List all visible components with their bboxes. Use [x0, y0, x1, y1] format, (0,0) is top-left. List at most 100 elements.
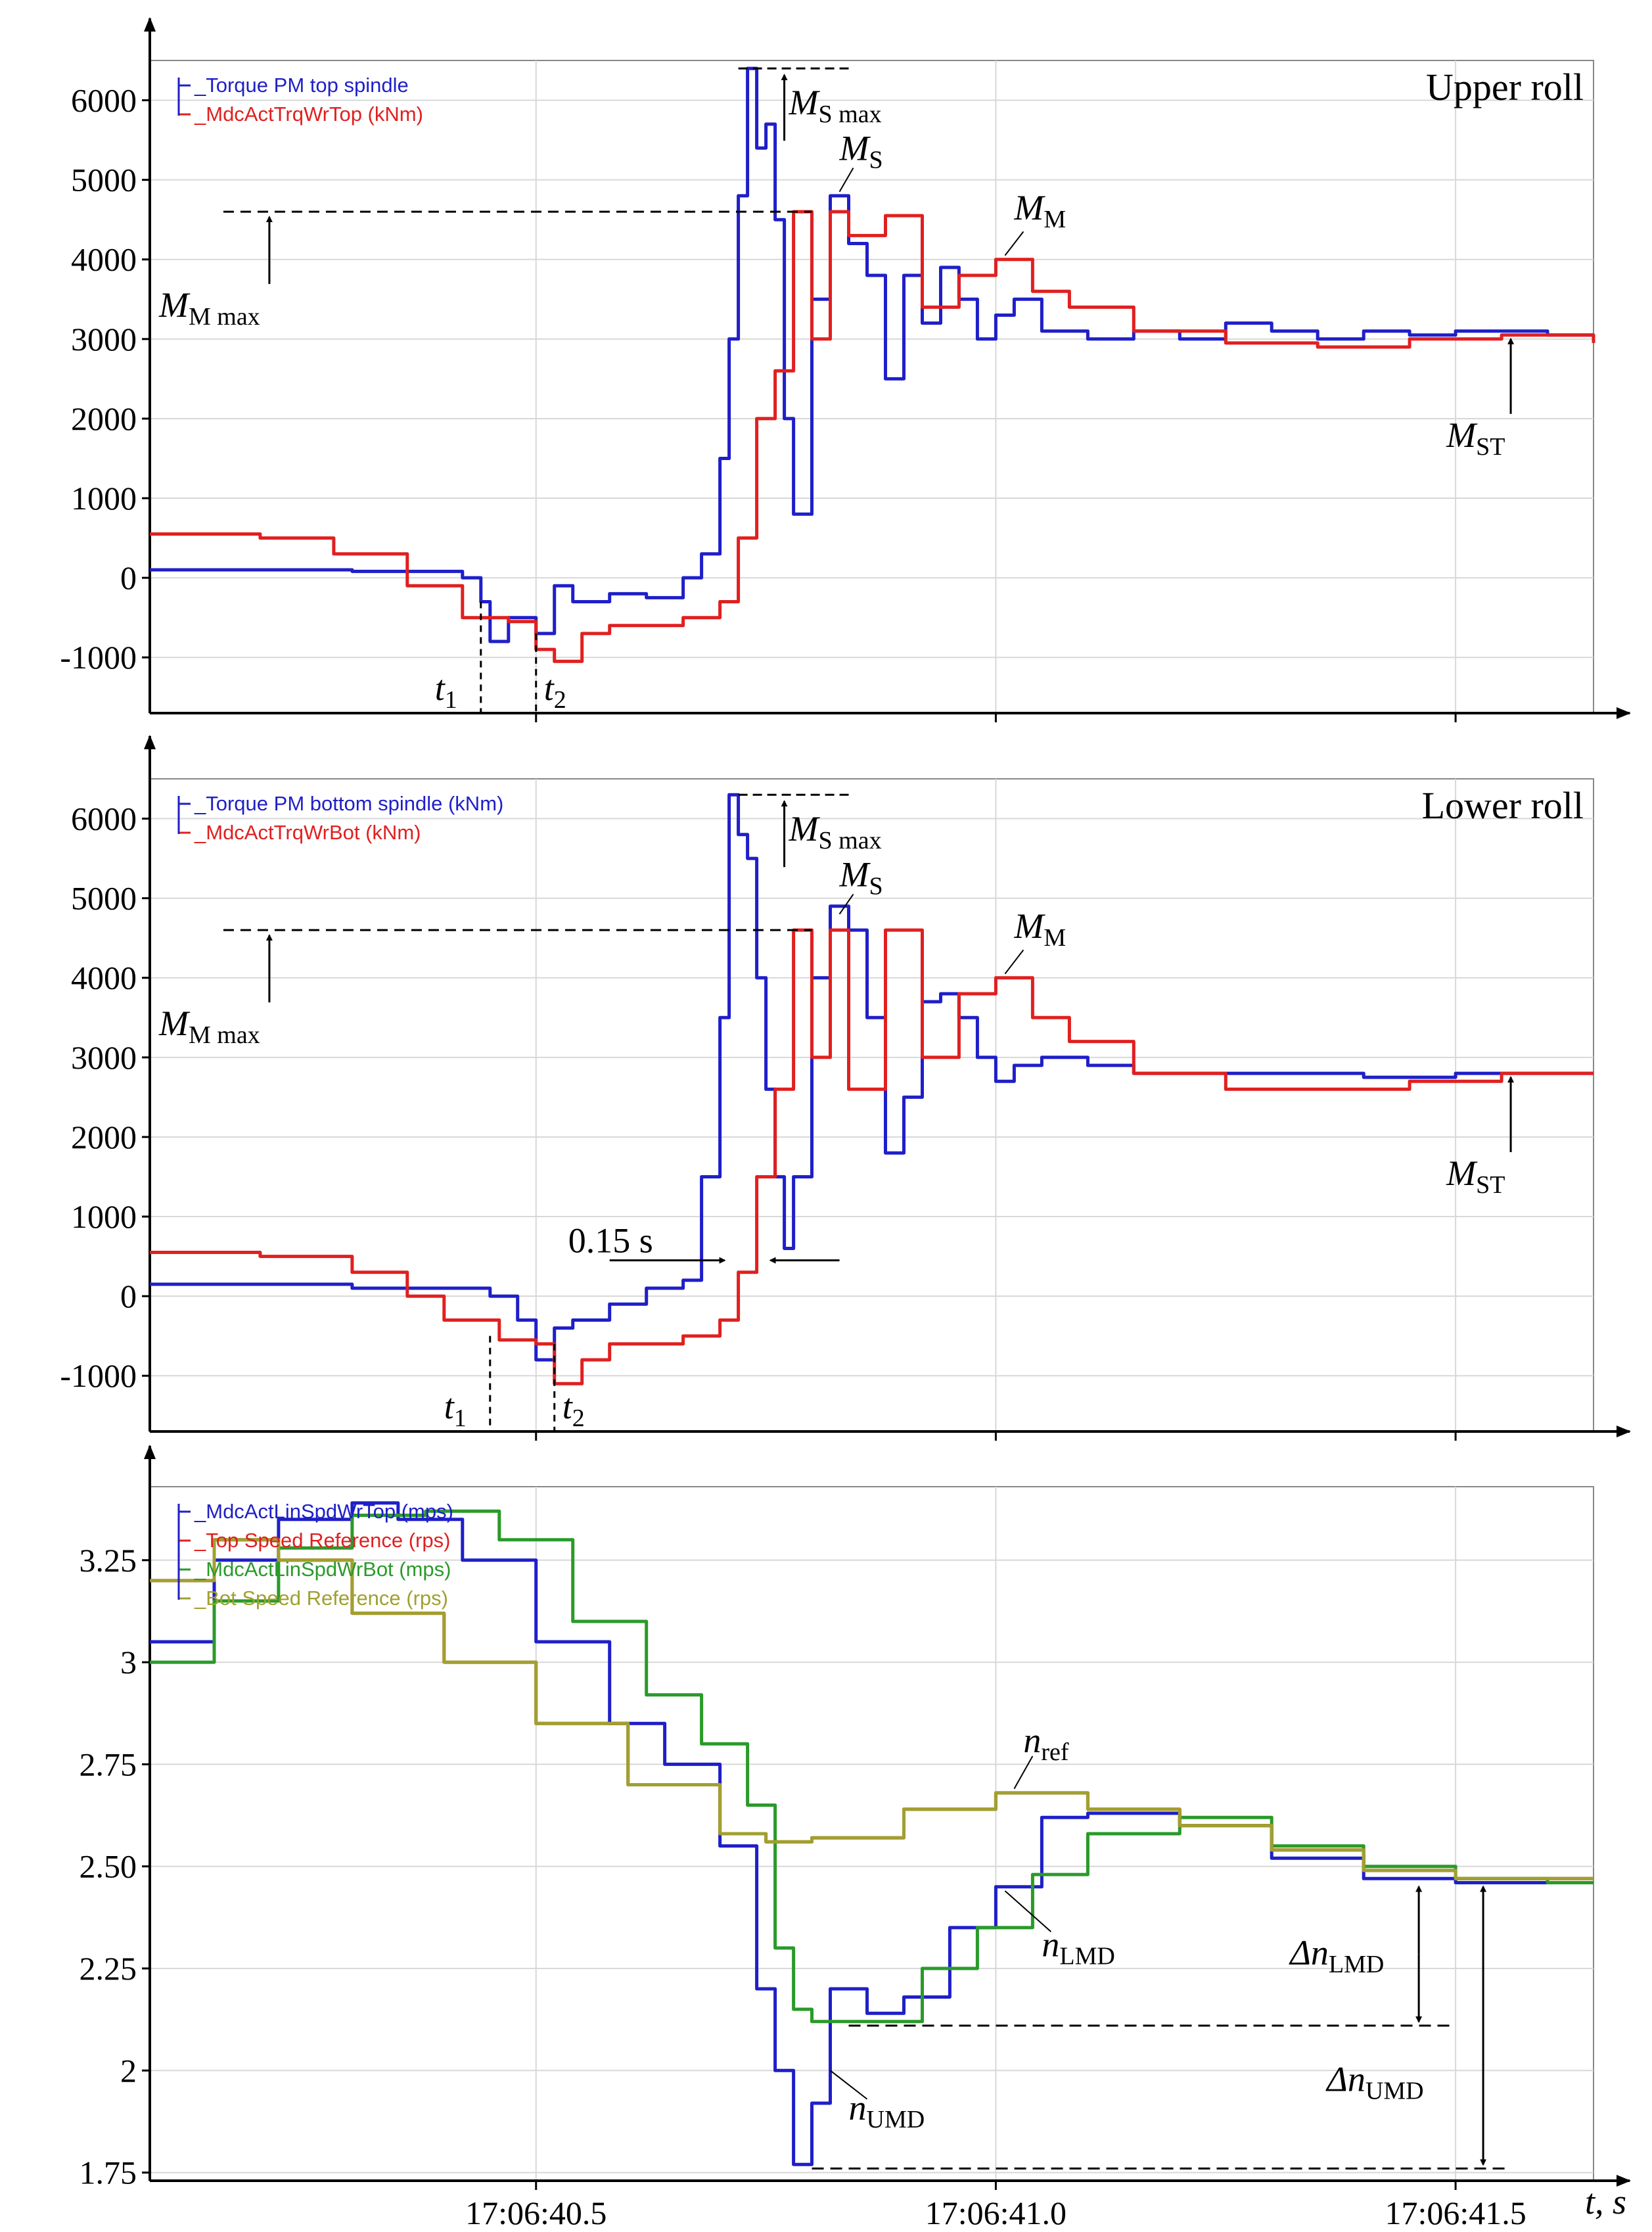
ms-max-label: MS max — [789, 83, 882, 128]
mm-max-label-main: M — [158, 285, 191, 325]
ms-max-label-sub: S max — [819, 101, 882, 128]
mm-label-sub: M — [1044, 206, 1066, 233]
mm-pointer — [1004, 949, 1024, 975]
mst-label: MST — [1446, 415, 1505, 461]
mm-label-main: M — [1013, 188, 1045, 227]
delay-label: 0.15 s — [568, 1221, 653, 1261]
y-tick-label: 1.75 — [80, 2154, 137, 2191]
dn-lmd-label-sub: LMD — [1329, 1951, 1384, 1978]
numd-label-sub: UMD — [867, 2106, 925, 2133]
ms-max-label-main: M — [789, 83, 821, 122]
mm-label-main: M — [1013, 906, 1045, 946]
legend-entry: _MdcActTrqWrTop (kNm) — [194, 103, 423, 126]
y-tick-label: -1000 — [60, 1357, 137, 1394]
plot-frame — [149, 778, 1594, 1432]
mm-label-sub: M — [1044, 924, 1066, 952]
y-tick-label: -1000 — [60, 639, 137, 676]
x-tick-label: 17:06:41.5 — [1385, 2195, 1526, 2231]
mst-label-main: M — [1446, 1153, 1478, 1193]
panel-title: Upper roll — [1426, 66, 1584, 108]
legend-entry: _MdcActTrqWrBot (kNm) — [194, 821, 421, 844]
t2-label: t2 — [562, 1387, 585, 1432]
y-tick-label: 2000 — [71, 1119, 137, 1155]
y-tick-label: 3 — [120, 1644, 137, 1681]
mm-label: MM — [1013, 188, 1066, 233]
t2-label-sub: 2 — [554, 686, 566, 714]
y-tick-label: 5000 — [71, 880, 137, 917]
dn-lmd-label-main: Δn — [1289, 1933, 1329, 1972]
mm-pointer — [1004, 231, 1024, 256]
y-tick-label: 1000 — [71, 1198, 137, 1235]
y-tick-label: 6000 — [71, 82, 137, 119]
y-tick-label: 0 — [120, 559, 137, 596]
y-tick-label: 2.50 — [80, 1848, 137, 1885]
t2-label-main: t — [562, 1387, 574, 1426]
mst-label-sub: ST — [1476, 1171, 1505, 1199]
y-tick-label: 2.75 — [80, 1746, 137, 1782]
ms-max-label-sub: S max — [819, 827, 882, 854]
y-tick-label: 0 — [120, 1278, 137, 1314]
y-tick-label: 3000 — [71, 1039, 137, 1076]
ms-label-sub: S — [869, 872, 883, 900]
dn-lmd-label: ΔnLMD — [1289, 1933, 1384, 1978]
legend-entry: _MdcActLinSpdWrTop (mps) — [194, 1500, 453, 1523]
t2-label: t2 — [544, 668, 566, 714]
t1-label-sub: 1 — [445, 686, 457, 714]
t2-label-main: t — [544, 668, 555, 708]
legend-entry: _MdcActLinSpdWrBot (mps) — [194, 1558, 451, 1581]
nlmd-label-sub: LMD — [1059, 1942, 1114, 1970]
legend-entry: _Top Speed Reference (rps) — [194, 1529, 450, 1552]
ms-label: MS — [839, 854, 883, 900]
t1-label-sub: 1 — [454, 1405, 467, 1432]
y-tick-label: 2.25 — [80, 1950, 137, 1987]
mm-label: MM — [1013, 906, 1066, 952]
y-tick-label: 1000 — [71, 480, 137, 517]
y-tick-label: 4000 — [71, 241, 137, 278]
mst-label-main: M — [1446, 415, 1478, 455]
y-tick-label: 4000 — [71, 960, 137, 996]
mst-label: MST — [1446, 1153, 1505, 1199]
ms-max-label: MS max — [789, 809, 882, 854]
x-tick-label: 17:06:40.5 — [465, 2195, 607, 2231]
legend-entry: _Torque PM bottom spindle (kNm) — [194, 792, 503, 815]
ms-max-label-main: M — [789, 809, 821, 849]
nref-label: nref — [1023, 1721, 1069, 1766]
panel-3: 1.75 2 2.25 2.50 2.75 3 3.25 _MdcActLinSpdWrTop… — [80, 1445, 1631, 2231]
x-axis-label: t, s — [1585, 2182, 1626, 2221]
numd-label: nUMD — [849, 2088, 925, 2133]
t1-label-main: t — [435, 668, 446, 708]
nref-pointer — [1013, 1755, 1034, 1790]
ms-label-main: M — [839, 854, 871, 894]
dn-umd-label: ΔnUMD — [1325, 2059, 1423, 2104]
numd-label-main: n — [849, 2088, 867, 2127]
legend-entry: _Torque PM top spindle — [194, 74, 409, 97]
ms-label: MS — [839, 128, 883, 174]
mm-max-label-sub: M max — [189, 303, 260, 331]
mm-max-label-main: M — [158, 1004, 191, 1043]
t1-label: t1 — [435, 668, 457, 714]
ms-label-main: M — [839, 128, 871, 168]
numd-pointer — [829, 2070, 868, 2100]
series-line-blue — [150, 793, 1594, 1362]
panel-2: -1000 0 1000 2000 3000 4000 5000 6000 _Torque PM… — [60, 735, 1631, 1441]
mm-max-label-sub: M max — [189, 1021, 260, 1049]
nref-label-main: n — [1023, 1721, 1041, 1760]
y-tick-label: 5000 — [71, 162, 137, 198]
y-tick-label: 3.25 — [80, 1542, 137, 1579]
series-line-olive — [150, 1538, 1594, 1880]
y-tick-label: 6000 — [71, 801, 137, 837]
legend-entry: _Bot Speed Reference (rps) — [194, 1587, 448, 1610]
nlmd-pointer — [1004, 1890, 1052, 1932]
t2-label-sub: 2 — [572, 1405, 585, 1432]
y-tick-label: 2 — [120, 2052, 137, 2089]
t1-label: t1 — [444, 1387, 467, 1432]
y-tick-label: 2000 — [71, 400, 137, 437]
plot-frame — [149, 60, 1594, 714]
panel-1: -1000 0 1000 2000 3000 4000 5000 6000 _Torque PM… — [60, 17, 1631, 722]
dn-umd-label-sub: UMD — [1365, 2077, 1424, 2104]
ms-label-sub: S — [869, 146, 883, 174]
mm-max-label: MM max — [158, 1004, 260, 1049]
ms-pointer — [838, 167, 854, 193]
y-tick-label: 3000 — [71, 321, 137, 358]
